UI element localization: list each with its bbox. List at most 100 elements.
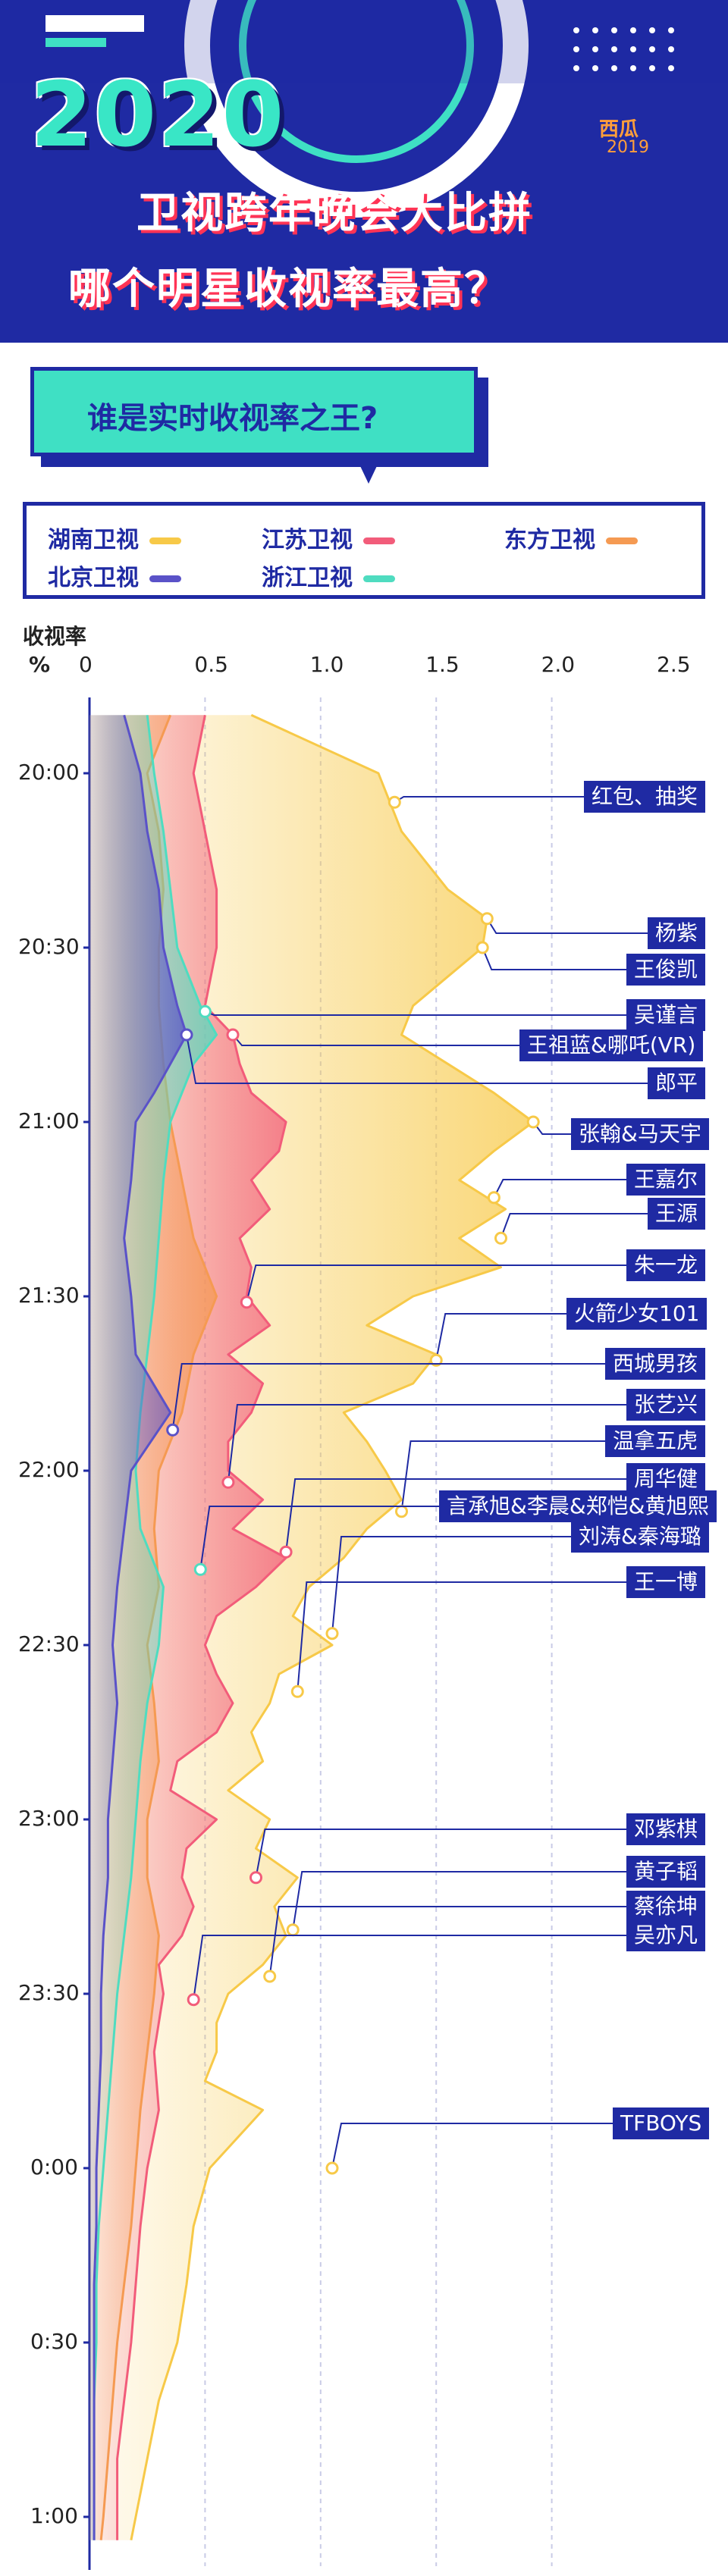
legend-label-zhejiang: 浙江卫视 <box>262 565 353 591</box>
question-text: 谁是实时收视率之王? <box>87 401 378 436</box>
legend-item-dongfang: 东方卫视 <box>504 521 638 554</box>
question-bubble-tail <box>355 455 382 484</box>
annotation-label: 温拿五虎 <box>605 1425 706 1457</box>
annotation-label: 王源 <box>648 1198 706 1230</box>
series-line-3 <box>93 715 218 2540</box>
annotation-point <box>475 941 489 954</box>
legend-swatch-jiangsu <box>363 537 395 544</box>
annotation-point <box>279 1545 293 1559</box>
annotation-label: 王一博 <box>626 1566 706 1598</box>
annotation-point <box>388 795 401 809</box>
annotation-leader-line <box>171 1363 605 1431</box>
annotation-point <box>395 1505 408 1518</box>
title-line-1: 卫视跨年晚会大比拼 <box>136 189 532 238</box>
header-banner: 2020 西瓜 2019 卫视跨年晚会大比拼 哪个明星收视率最高？ <box>0 0 728 343</box>
annotation-point <box>226 1028 240 1042</box>
axis-unit: % <box>29 652 51 677</box>
annotation-leader-line <box>227 1404 626 1483</box>
legend-label-beijing: 北京卫视 <box>48 565 139 591</box>
banner-dots-shape <box>573 27 674 71</box>
time-tick-label: 22:30 <box>18 1631 80 1656</box>
brand-text: 西瓜 <box>599 118 639 141</box>
axis-title: 收视率 <box>23 624 87 649</box>
annotation-point <box>429 1353 443 1367</box>
legend-swatch-zhejiang <box>363 575 395 582</box>
annotation-label: 王俊凯 <box>626 954 706 986</box>
annotation-label: 郎平 <box>648 1067 706 1099</box>
banner-inner-ring-shape <box>239 0 474 163</box>
series-line-1 <box>116 715 287 2540</box>
hero-year-text: 2020 <box>30 62 286 167</box>
banner-bar2-shape <box>46 38 106 47</box>
annotation-label: 蔡徐坤 <box>626 1891 706 1923</box>
annotation-label: 王祖蓝&哪吒(VR) <box>519 1029 704 1061</box>
annotation-leader-line <box>297 1581 626 1692</box>
annotation-point <box>221 1475 235 1489</box>
annotation-label: 言承旭&李晨&郑恺&黄旭熙 <box>439 1490 717 1522</box>
annotation-label: 黄子韬 <box>626 1856 706 1888</box>
brand-year-text: 2019 <box>607 138 649 157</box>
annotation-label: 张翰&马天宇 <box>571 1118 709 1150</box>
annotation-label: 张艺兴 <box>626 1389 706 1421</box>
annotation-point <box>198 1004 212 1018</box>
time-tick-label: 21:00 <box>18 1108 80 1133</box>
legend-label-jiangsu: 江苏卫视 <box>262 527 353 553</box>
legend-label-hunan: 湖南卫视 <box>48 527 139 553</box>
time-tick-label: 23:00 <box>18 1806 80 1831</box>
time-tick-label: 21:30 <box>18 1283 80 1308</box>
time-tick-label: 22:00 <box>18 1457 80 1482</box>
annotation-leader-line <box>255 1829 626 1878</box>
time-tick-label: 20:00 <box>18 760 80 785</box>
annotation-leader-line <box>193 1935 626 2000</box>
annotation-label: 刘涛&秦海璐 <box>571 1521 709 1553</box>
x-tick-label: 1.5 <box>425 652 460 677</box>
annotation-point <box>494 1231 507 1245</box>
annotation-label: 吴亦凡 <box>626 1919 706 1951</box>
annotation-label: 西城男孩 <box>605 1348 706 1380</box>
annotation-leader-line <box>482 947 626 970</box>
annotation-label: 周华健 <box>626 1463 706 1495</box>
annotation-leader-line <box>285 1478 626 1553</box>
annotation-leader-line <box>500 1213 648 1239</box>
legend-swatch-hunan <box>149 537 181 544</box>
legend-item-jiangsu: 江苏卫视 <box>262 521 395 554</box>
x-tick-label: 1.0 <box>309 652 344 677</box>
chart-legend: 湖南卫视 江苏卫视 东方卫视 北京卫视 浙江卫视 <box>23 502 705 599</box>
annotation-point <box>290 1684 304 1698</box>
x-tick-label: 2.5 <box>657 652 691 677</box>
time-tick-label: 0:30 <box>30 2329 78 2354</box>
legend-swatch-beijing <box>149 575 181 582</box>
series-line-0 <box>130 713 535 2540</box>
annotation-leader-line <box>435 1313 566 1361</box>
annotation-point <box>480 912 494 926</box>
annotation-leader-line <box>186 1034 648 1084</box>
annotation-point <box>193 1562 207 1576</box>
annotation-label: 杨紫 <box>648 917 706 949</box>
area-layer <box>89 713 535 2540</box>
x-tick-label: 2.0 <box>541 652 576 677</box>
banner-bar-shape <box>46 15 144 32</box>
annotation-label: 火箭少女101 <box>566 1298 708 1330</box>
annotation-point <box>166 1423 180 1437</box>
annotation-leaders <box>166 795 648 2175</box>
banner-ring-shape <box>184 0 529 218</box>
title-line-2: 哪个明星收视率最高？ <box>68 265 508 314</box>
annotation-point <box>526 1115 540 1129</box>
annotation-label: TFBOYS <box>613 2107 710 2139</box>
annotation-leader-line <box>331 1536 571 1634</box>
annotation-label: 朱一龙 <box>626 1249 706 1281</box>
annotation-point <box>249 1871 262 1885</box>
annotation-leader-line <box>486 918 648 934</box>
annotation-leader-line <box>493 1179 626 1199</box>
annotation-leader-line <box>394 796 584 804</box>
annotation-point <box>180 1028 193 1042</box>
time-tick-label: 1:00 <box>30 2503 78 2528</box>
banner-decoration <box>0 0 728 218</box>
legend-item-hunan: 湖南卫视 <box>48 521 181 554</box>
annotation-point <box>187 1993 200 2007</box>
annotation-point <box>325 2161 339 2175</box>
annotation-label: 邓紫棋 <box>626 1813 706 1845</box>
annotation-leader-line <box>268 1906 626 1977</box>
annotation-leader-line <box>400 1440 605 1512</box>
